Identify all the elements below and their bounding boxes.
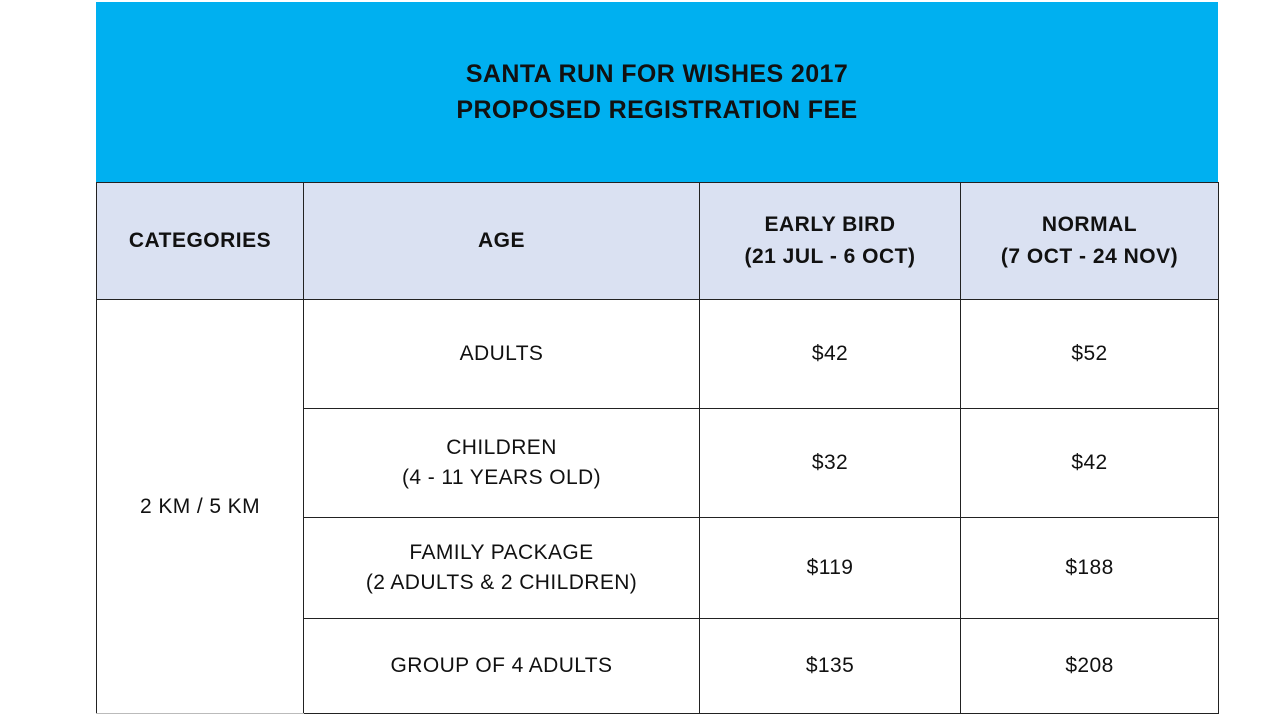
category-cell: 2 KM / 5 KM — [96, 299, 304, 714]
age-label: CHILDREN — [446, 436, 557, 459]
header-normal-dates: (7 OCT - 24 NOV) — [1000, 245, 1179, 268]
age-cell: GROUP OF 4 ADULTS — [303, 618, 700, 714]
table-header-row: CATEGORIES AGE EARLY BIRD (21 JUL - 6 OC… — [96, 182, 1219, 300]
title-line-1: SANTA RUN FOR WISHES 2017 — [465, 60, 849, 88]
age-cell: ADULTS — [303, 299, 700, 409]
header-normal: NORMAL (7 OCT - 24 NOV) — [960, 182, 1219, 300]
header-early-bird-dates: (21 JUL - 6 OCT) — [744, 245, 916, 268]
title-banner: SANTA RUN FOR WISHES 2017 PROPOSED REGIS… — [96, 2, 1218, 182]
header-categories: CATEGORIES — [96, 182, 304, 300]
normal-fee-cell: $188 — [960, 517, 1219, 619]
header-age-label: AGE — [477, 229, 525, 252]
header-normal-label: NORMAL — [1041, 213, 1138, 236]
normal-fee-cell: $42 — [960, 408, 1219, 518]
header-categories-label: CATEGORIES — [128, 229, 272, 252]
table-row: 2 KM / 5 KM ADULTS $42 $52 — [96, 299, 1219, 714]
age-label: FAMILY PACKAGE — [409, 541, 594, 564]
age-label: GROUP OF 4 ADULTS — [390, 654, 613, 677]
table-row: GROUP OF 4 ADULTS $135 $208 — [97, 618, 1219, 714]
early-bird-fee-cell: $42 — [699, 299, 961, 409]
title-line-2: PROPOSED REGISTRATION FEE — [456, 96, 858, 124]
early-bird-fee-cell: $135 — [699, 618, 961, 714]
age-label: ADULTS — [459, 342, 544, 365]
normal-fee-cell: $208 — [960, 618, 1219, 714]
age-cell: CHILDREN (4 - 11 YEARS OLD) — [303, 408, 700, 518]
early-bird-fee-cell: $119 — [699, 517, 961, 619]
age-detail: (2 ADULTS & 2 CHILDREN) — [365, 571, 638, 594]
header-age: AGE — [303, 182, 700, 300]
header-early-bird-label: EARLY BIRD — [764, 213, 896, 236]
table-row: FAMILY PACKAGE (2 ADULTS & 2 CHILDREN) $… — [97, 517, 1219, 619]
header-early-bird: EARLY BIRD (21 JUL - 6 OCT) — [699, 182, 961, 300]
registration-fee-table: CATEGORIES AGE EARLY BIRD (21 JUL - 6 OC… — [96, 182, 1219, 714]
age-detail: (4 - 11 YEARS OLD) — [402, 466, 601, 489]
table-row: CHILDREN (4 - 11 YEARS OLD) $32 $42 — [97, 408, 1219, 518]
normal-fee-cell: $52 — [960, 299, 1219, 409]
age-cell: FAMILY PACKAGE (2 ADULTS & 2 CHILDREN) — [303, 517, 700, 619]
early-bird-fee-cell: $32 — [699, 408, 961, 518]
category-label: 2 KM / 5 KM — [140, 494, 260, 518]
